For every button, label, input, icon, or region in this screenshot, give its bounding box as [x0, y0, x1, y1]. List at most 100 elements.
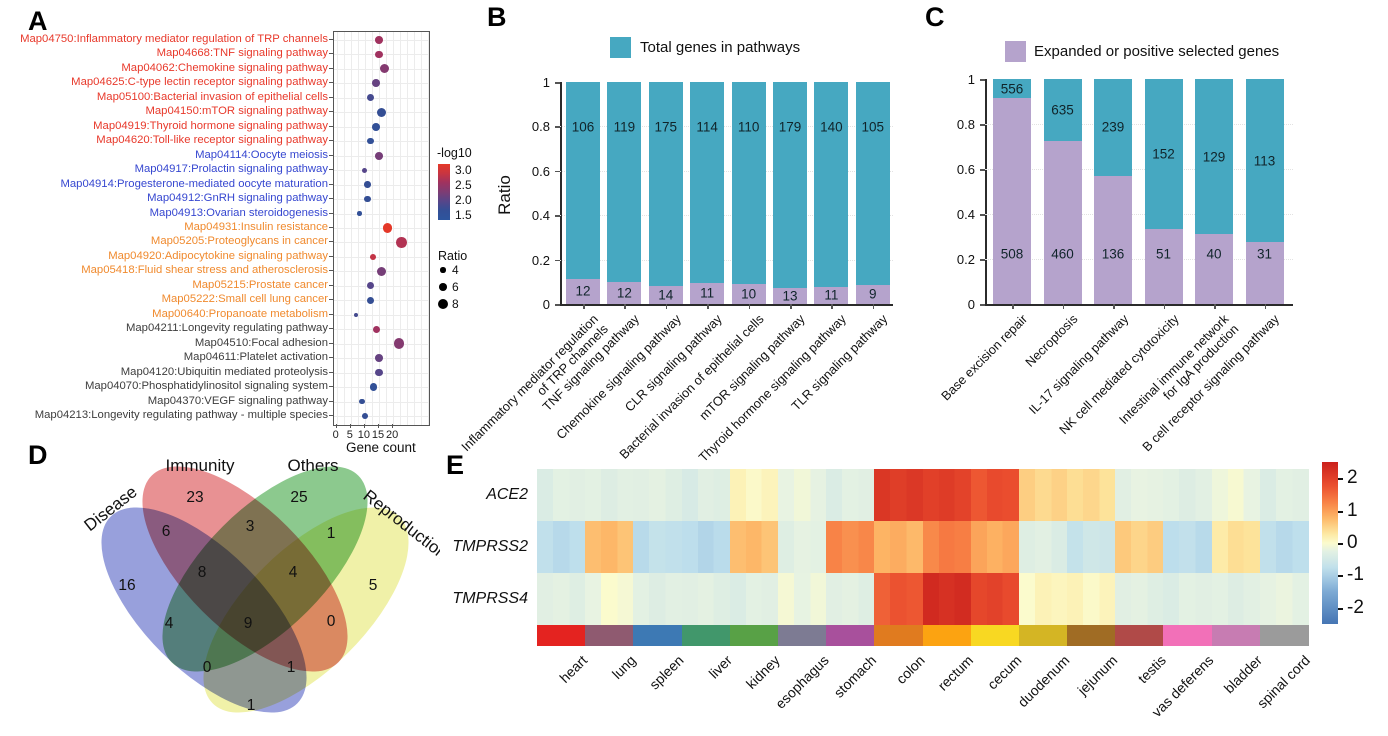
- y-axis-tick: [555, 82, 560, 84]
- total-genes-legend-label: Total genes in pathways: [640, 39, 801, 56]
- heatmap-cell: [537, 469, 586, 521]
- heatmap-cell: [585, 521, 634, 573]
- pathway-dot: [359, 398, 365, 405]
- pathway-label: Map04213:Longevity regulating pathway - …: [34, 408, 328, 421]
- bar-segment-expanded: [607, 281, 642, 304]
- grid-line-horizontal: [334, 227, 429, 229]
- grid-line-horizontal: [334, 170, 429, 172]
- bar-segment-total: [607, 82, 642, 282]
- heatmap-cell: [1018, 469, 1068, 521]
- ratio-legend-label: 8: [452, 297, 459, 311]
- pathway-dot: [375, 36, 383, 44]
- venn-ellipse-reproduction: [203, 507, 409, 713]
- tissue-label: liver: [705, 652, 735, 682]
- expanded-genes-legend-swatch: [1005, 41, 1026, 62]
- tissue-color-swatch: [826, 625, 875, 646]
- venn-count-immunity_others_reproduction: 4: [289, 564, 298, 581]
- heatmap-cell: [874, 521, 923, 573]
- pathway-label: Map04920:Adipocytokine signaling pathway: [108, 249, 328, 262]
- y-axis-tick: [329, 371, 333, 373]
- panel-b-letter: B: [487, 2, 507, 32]
- x-axis-tick: [1012, 304, 1014, 309]
- y-axis-tick: [329, 328, 333, 330]
- tissue-label: rectum: [934, 652, 976, 694]
- tissue-color-swatch: [1259, 625, 1309, 646]
- bar-segment-total: [814, 82, 849, 287]
- pathway-dot: [372, 122, 381, 131]
- bar-segment-expanded: [1094, 175, 1132, 304]
- category-label: Inflammatory mediator regulation of TRP …: [458, 311, 611, 455]
- heatmap-cell: [922, 573, 972, 625]
- heatmap-cell: [633, 469, 683, 521]
- bar-segment-expanded: [1043, 141, 1082, 304]
- venn-count-reproduction: 5: [369, 577, 378, 594]
- pathway-label: Map05215:Prostate cancer: [192, 278, 328, 291]
- bar-value-expanded: 14: [658, 287, 674, 303]
- venn-count-disease_immunity_others: 8: [198, 564, 207, 581]
- colorbar-tick-label: 1: [1347, 499, 1358, 521]
- y-tick-label: 0.4: [956, 207, 975, 222]
- tissue-label: cecum: [983, 652, 1025, 693]
- tissue-color-swatch: [874, 625, 923, 646]
- pathway-dot: [356, 211, 362, 216]
- grid-line-dotted: [985, 124, 1293, 125]
- y-axis-tick: [329, 270, 333, 272]
- heatmap-cell: [585, 469, 634, 521]
- tissue-color-swatch: [777, 625, 827, 646]
- venn-count-disease_reproduction: 1: [247, 697, 256, 714]
- heatmap-cell: [1211, 469, 1261, 521]
- y-axis-tick: [329, 313, 333, 315]
- x-axis-tick: [583, 304, 585, 309]
- y-axis-tick: [980, 214, 985, 216]
- heatmap-cell: [1259, 573, 1309, 625]
- heatmap-cell: [729, 521, 779, 573]
- heatmap-cell: [1259, 469, 1309, 521]
- tissue-label: kidney: [743, 652, 784, 692]
- venn-count-others: 25: [290, 489, 307, 506]
- bar-value-expanded: 9: [869, 286, 877, 302]
- x-axis-tick: [335, 424, 337, 428]
- x-axis-tick: [1113, 304, 1115, 309]
- bar-value-expanded: 460: [1051, 246, 1074, 262]
- y-axis-tick: [329, 39, 333, 40]
- colorbar-tick-label: -2: [1347, 596, 1364, 618]
- venn-set-label-immunity: Immunity: [166, 456, 235, 475]
- bar-segment-expanded: [855, 284, 890, 304]
- heatmap-cell: [970, 573, 1020, 625]
- bar-segment-total: [773, 82, 807, 288]
- grid-line-horizontal: [334, 256, 429, 258]
- pathway-label: Map05418:Fluid shear stress and atherosc…: [81, 264, 328, 277]
- y-axis-line: [560, 82, 562, 304]
- y-axis-tick: [329, 198, 333, 200]
- y-axis-tick: [329, 111, 333, 113]
- heatmap-cell: [681, 469, 731, 521]
- bar-value-total: 119: [613, 119, 636, 135]
- ratio-legend-dot: [437, 298, 449, 310]
- pathway-label: Map04931:Insulin resistance: [184, 220, 328, 233]
- x-axis-tick: [707, 304, 709, 309]
- y-axis-tick: [980, 259, 985, 261]
- heatmap-cell: [1115, 469, 1164, 521]
- heatmap-cell: [633, 521, 683, 573]
- pathway-label: Map00640:Propanoate metabolism: [152, 307, 328, 320]
- bar-segment-total: [1043, 79, 1082, 141]
- y-axis-tick: [329, 226, 333, 228]
- colorbar-gradient: [1322, 462, 1338, 624]
- heatmap-cell: [826, 469, 875, 521]
- colorbar-tick: [1338, 543, 1343, 545]
- heatmap-cell: [1163, 521, 1213, 573]
- bar-value-expanded: 13: [782, 288, 798, 304]
- pathway-label: Map04070:Phosphatidylinositol signaling …: [84, 380, 328, 393]
- pathway-dot: [375, 354, 383, 363]
- bar-segment-expanded: [1195, 234, 1233, 304]
- pathway-dot: [366, 296, 375, 304]
- x-axis-line: [985, 304, 1293, 306]
- heatmap-cell: [1067, 573, 1116, 625]
- colorbar-tick-label: 2: [1347, 467, 1358, 489]
- heatmap-cell: [1018, 521, 1068, 573]
- pathway-label: Map04914:Progesterone-mediated oocyte ma…: [60, 177, 328, 190]
- venn-count-disease_others: 4: [165, 615, 174, 632]
- tissue-color-swatch: [970, 625, 1020, 646]
- bar-segment-expanded: [1144, 228, 1183, 304]
- y-axis-tick: [555, 170, 560, 173]
